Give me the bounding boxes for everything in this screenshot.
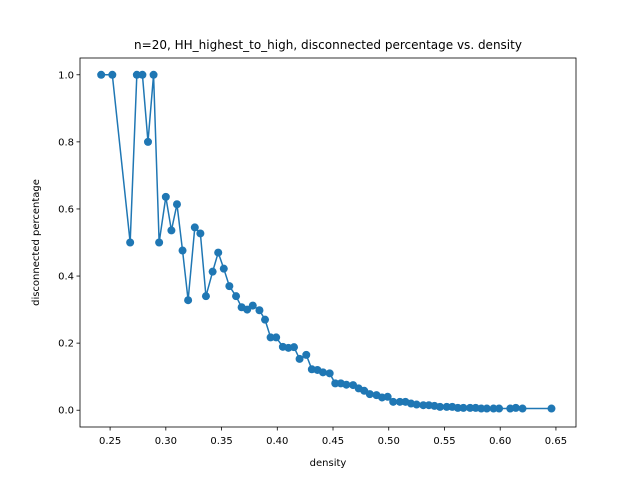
y-axis-ticks: 0.0 0.2 0.4 0.6 0.8 1.0 [58,70,80,417]
x-tick-label: 0.55 [433,436,455,447]
y-tick-label: 0.6 [58,204,74,215]
y-axis-label: disconnected percentage [31,179,42,306]
data-point [466,403,475,412]
data-point [295,354,304,363]
x-tick-label: 0.45 [322,436,344,447]
x-axis-label: density [310,458,347,469]
data-point [261,315,270,324]
data-point [477,404,486,413]
data-point [511,403,520,412]
data-point [331,379,340,388]
data-point [219,264,228,273]
data-point [453,403,462,412]
data-point [225,282,234,291]
axes-frame [79,57,577,428]
data-point [383,392,392,401]
y-tick-label: 0.2 [58,339,74,350]
data-point [518,404,527,413]
data-point [132,70,141,79]
data-point [143,137,152,146]
x-tick-label: 0.60 [489,436,511,447]
data-point [178,246,187,255]
data-point [290,343,299,352]
data-point [342,380,351,389]
data-point [201,292,210,301]
data-point [255,306,264,315]
data-point [302,350,311,359]
data-point [395,397,404,406]
data-point [97,70,106,79]
x-tick-label: 0.65 [545,436,567,447]
data-point [196,229,205,238]
data-point [482,404,491,413]
data-point [325,369,334,378]
data-point [365,390,374,399]
x-tick-label: 0.50 [378,436,400,447]
data-point [214,248,223,257]
data-point [459,403,468,412]
data-point [547,404,556,413]
y-tick-label: 0.0 [58,406,74,417]
data-point [436,402,445,411]
data-point [232,292,241,301]
x-tick-label: 0.30 [155,436,177,447]
data-point [442,402,451,411]
data-point [190,223,199,232]
x-tick-label: 0.40 [266,436,288,447]
data-point [155,238,164,247]
data-point [167,226,176,235]
data-point [272,333,281,342]
data-point [208,267,217,276]
data-point [138,70,147,79]
data-point [318,368,327,377]
y-tick-label: 1.0 [58,70,74,81]
data-point [266,333,275,342]
data-point [149,70,158,79]
y-tick-label: 0.4 [58,272,74,283]
y-tick-label: 0.8 [58,137,74,148]
data-point [126,238,135,247]
data-point [419,401,428,410]
data-point [489,404,498,413]
x-tick-label: 0.25 [99,436,121,447]
data-point [161,192,170,201]
data-point [495,404,504,413]
data-point [172,200,181,209]
plot-area [97,70,556,413]
data-point [389,397,398,406]
data-point [184,296,193,305]
data-point [248,301,257,310]
data-point [108,70,117,79]
data-point [243,305,252,314]
chart-title: n=20, HH_highest_to_high, disconnected p… [134,38,522,52]
x-axis-ticks: 0.25 0.30 0.35 0.40 0.45 0.50 0.55 0.60 0.65 [99,427,567,447]
x-tick-label: 0.35 [210,436,232,447]
data-point [412,400,421,409]
